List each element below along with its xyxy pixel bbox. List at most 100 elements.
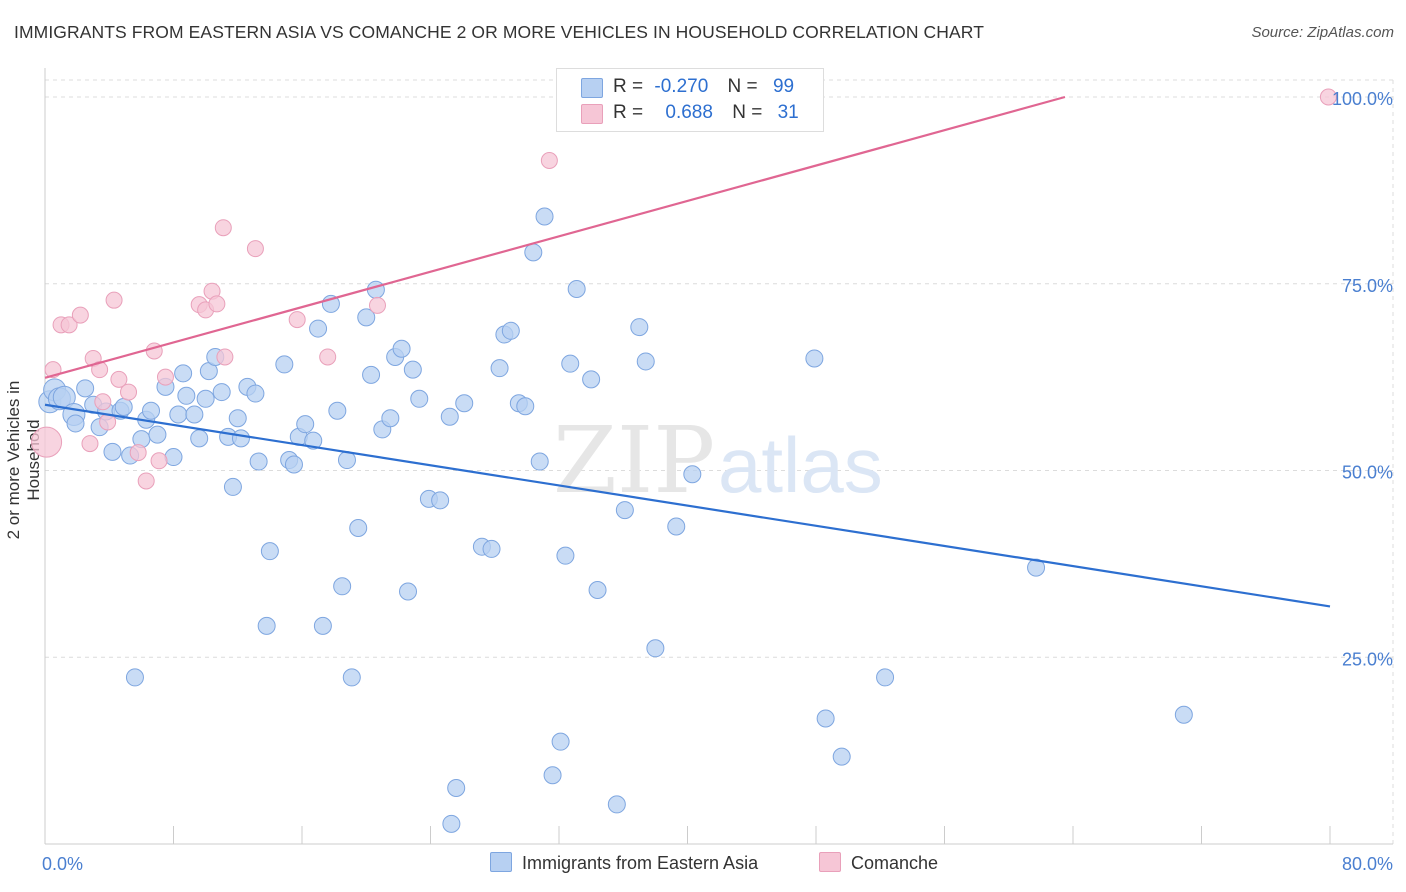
- data-point-immigrants: [231, 429, 250, 448]
- data-point-comanche: [214, 219, 232, 237]
- legend-item-immigrants: Immigrants from Eastern Asia: [490, 852, 758, 874]
- data-point-comanche: [319, 348, 337, 366]
- data-point-immigrants: [683, 465, 702, 484]
- data-point-comanche: [208, 295, 226, 313]
- data-point-immigrants: [366, 280, 385, 299]
- series-legend: Immigrants from Eastern Asia Comanche: [0, 852, 1406, 878]
- data-point-immigrants: [630, 318, 649, 337]
- data-point-immigrants: [876, 668, 895, 687]
- data-point-immigrants: [148, 425, 167, 444]
- data-point-immigrants: [304, 431, 323, 450]
- trend-line-comanche: [44, 95, 1066, 379]
- data-point-immigrants: [582, 370, 601, 389]
- data-point-immigrants: [501, 321, 520, 340]
- data-point-immigrants: [164, 448, 183, 467]
- data-point-immigrants: [125, 668, 144, 687]
- data-point-immigrants: [66, 414, 85, 433]
- data-point-immigrants: [313, 616, 332, 635]
- data-point-immigrants: [228, 409, 247, 428]
- trend-lines: [44, 95, 1331, 608]
- data-point-immigrants: [805, 349, 824, 368]
- y-tick-label: 50.0%: [1342, 463, 1393, 483]
- data-point-immigrants: [431, 491, 450, 510]
- data-point-comanche: [81, 435, 99, 453]
- data-point-comanche: [137, 472, 155, 490]
- data-point-comanche: [246, 240, 264, 258]
- data-point-immigrants: [246, 384, 265, 403]
- data-point-immigrants: [482, 539, 501, 558]
- data-point-immigrants: [349, 519, 368, 538]
- data-point-immigrants: [76, 379, 95, 398]
- data-point-immigrants: [455, 394, 474, 413]
- data-point-comanche: [91, 361, 109, 379]
- data-point-immigrants: [1174, 705, 1193, 724]
- data-point-immigrants: [342, 668, 361, 687]
- data-point-immigrants: [357, 308, 376, 327]
- correlation-legend: R = -0.270 N = 99 R = 0.688 N = 31: [556, 68, 824, 132]
- legend-n-label: N =: [727, 76, 758, 97]
- data-point-immigrants: [328, 401, 347, 420]
- data-point-immigrants: [615, 501, 634, 520]
- data-point-comanche: [156, 368, 174, 386]
- data-point-immigrants: [260, 542, 279, 561]
- data-point-immigrants: [516, 397, 535, 416]
- data-point-comanche: [129, 444, 147, 462]
- series-immigrants-points: [38, 207, 1193, 833]
- legend-r-value: 0.688: [665, 102, 713, 123]
- data-point-comanche: [540, 151, 558, 169]
- data-point-comanche: [31, 426, 63, 458]
- legend-n-value: 31: [777, 102, 799, 123]
- data-point-immigrants: [607, 795, 626, 814]
- data-point-immigrants: [257, 616, 276, 635]
- data-point-immigrants: [381, 409, 400, 428]
- data-point-immigrants: [284, 455, 303, 474]
- data-point-immigrants: [442, 814, 461, 833]
- data-point-immigrants: [636, 352, 655, 371]
- data-point-comanche: [120, 383, 138, 401]
- data-point-immigrants: [567, 279, 586, 298]
- x-tick-label-min: 0.0%: [42, 854, 83, 874]
- data-point-immigrants: [185, 405, 204, 424]
- y-tick-label: 75.0%: [1342, 276, 1393, 296]
- legend-swatch-blue: [581, 78, 603, 98]
- legend-swatch-blue: [490, 852, 512, 872]
- data-point-immigrants: [1027, 558, 1046, 577]
- data-point-comanche: [105, 291, 123, 309]
- data-point-immigrants: [212, 383, 231, 402]
- data-point-immigrants: [296, 415, 315, 434]
- data-point-immigrants: [196, 389, 215, 408]
- data-point-comanche: [71, 306, 89, 324]
- data-point-immigrants: [447, 778, 466, 797]
- data-point-immigrants: [114, 398, 133, 417]
- data-point-immigrants: [816, 709, 835, 728]
- y-tick-label: 100.0%: [1332, 89, 1393, 109]
- data-point-immigrants: [142, 401, 161, 420]
- data-point-immigrants: [646, 639, 665, 658]
- data-point-comanche: [150, 452, 168, 470]
- data-point-comanche: [110, 370, 128, 388]
- data-point-comanche: [368, 296, 386, 314]
- watermark: ZIP atlas: [553, 407, 883, 514]
- data-point-immigrants: [190, 429, 209, 448]
- source-label: Source: ZipAtlas.com: [1251, 24, 1394, 41]
- series-comanche-points: [31, 88, 1337, 490]
- data-point-immigrants: [551, 732, 570, 751]
- data-point-immigrants: [667, 517, 686, 536]
- data-point-immigrants: [535, 207, 554, 226]
- data-point-immigrants: [440, 407, 459, 426]
- legend-n-value: 99: [772, 76, 795, 97]
- data-point-immigrants: [309, 319, 328, 338]
- legend-swatch-pink: [581, 104, 603, 124]
- data-point-immigrants: [223, 477, 242, 496]
- watermark-atlas: atlas: [718, 421, 883, 509]
- data-point-immigrants: [588, 581, 607, 600]
- x-tick-label-max: 80.0%: [1342, 854, 1393, 874]
- data-point-comanche: [216, 348, 234, 366]
- data-point-comanche: [288, 311, 306, 329]
- data-point-immigrants: [403, 360, 422, 379]
- legend-swatch-pink: [819, 852, 841, 872]
- legend-n-label: N =: [732, 102, 763, 123]
- data-point-comanche: [94, 393, 112, 411]
- data-point-immigrants: [832, 747, 851, 766]
- chart-title: IMMIGRANTS FROM EASTERN ASIA VS COMANCHE…: [14, 22, 985, 42]
